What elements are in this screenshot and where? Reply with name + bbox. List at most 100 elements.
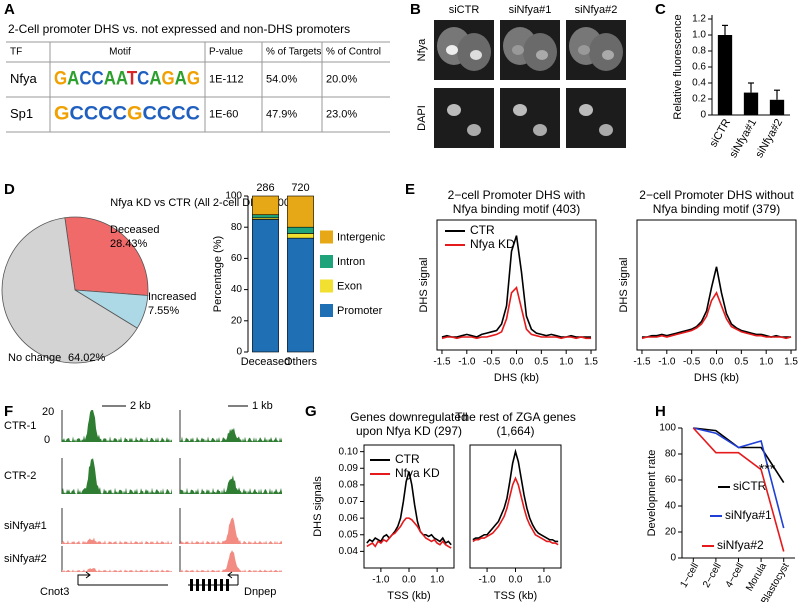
nucleus (602, 50, 614, 60)
track-signal (180, 475, 282, 494)
table-cell: 20.0% (326, 73, 357, 85)
legend-swatch (320, 255, 333, 268)
x-tick-label: 4−cell (724, 561, 747, 589)
plot-frame (469, 444, 562, 569)
x-tick-label: -1.5 (433, 357, 451, 368)
exon (226, 579, 229, 591)
x-tick-label: 2−cell (701, 561, 724, 589)
nucleus (446, 45, 458, 55)
y-tick-label: 60 (665, 475, 677, 486)
legend-label: Promoter (337, 305, 383, 317)
x-tick-label: 1.0 (759, 357, 773, 368)
tss-arrow (77, 571, 91, 585)
nucleus (512, 45, 524, 55)
track-signal (180, 517, 282, 544)
motif-logo: GACCAATCAGAG (54, 69, 200, 90)
slice-label: Deceased (110, 224, 160, 236)
micrograph (434, 88, 494, 148)
legend-swatch (320, 304, 333, 317)
y-tick-label: 0.6 (692, 62, 706, 73)
micrograph (566, 88, 626, 148)
slice-label: Increased (148, 291, 196, 303)
motif-logo: GCCCCGCCCC (54, 104, 200, 125)
exon (208, 579, 211, 591)
series-line (472, 448, 559, 543)
slice-value: 64.02% (68, 352, 106, 364)
table-cell: Sp1 (10, 106, 33, 121)
series-line (472, 476, 559, 546)
y-tick-label: 0.04 (339, 546, 359, 557)
table-cell: 1E-112 (209, 73, 244, 85)
bar-segment (252, 219, 279, 353)
y-tick-label: 40 (665, 501, 677, 512)
legend-label: siCTR (733, 479, 767, 493)
track-signal (180, 550, 282, 572)
series-line (692, 427, 785, 552)
track-signal (62, 537, 172, 544)
table-header: Motif (109, 47, 131, 58)
legend-label: siNfya#1 (725, 508, 772, 522)
x-tick-label: Others (284, 356, 318, 368)
y-tick-label: 0 (700, 110, 706, 121)
y-tick-label: 0.06 (339, 513, 359, 524)
y-tick-label: 0.10 (339, 446, 359, 457)
gene-name: Cnot3 (40, 586, 69, 598)
y-tick-label: 0.07 (339, 496, 359, 507)
series-line (641, 266, 792, 338)
y-tick-label: 20 (231, 315, 243, 326)
x-tick-label: 1.0 (537, 575, 551, 586)
y-axis-label: Development rate (646, 450, 658, 537)
x-tick-label: Deceased (241, 356, 291, 368)
table-header: % of Control (326, 47, 381, 58)
table-cell: 47.9% (266, 108, 297, 120)
nucleus (447, 104, 461, 116)
table-cell: 23.0% (326, 108, 357, 120)
table-header: % of Targets (266, 47, 321, 58)
panel-letter: C (655, 1, 666, 18)
y-tick-label: 1.2 (692, 14, 706, 25)
scale-bar-label: 1 kb (252, 400, 273, 412)
x-axis-label: TSS (kb) (387, 590, 430, 602)
y-tick-label: 0.2 (692, 94, 706, 105)
bar (717, 35, 733, 115)
x-tick-label: -0.5 (683, 357, 701, 368)
table-cell: 1E-60 (209, 108, 238, 120)
nucleus (470, 50, 482, 60)
y-tick-label: 100 (225, 191, 242, 202)
chart-title: (1,664) (496, 424, 534, 438)
y-tick-label: 100 (659, 423, 676, 434)
chart-title: Genes downregulated (350, 410, 467, 424)
nucleus (579, 104, 593, 116)
y-axis-label: Relative fluorescence (672, 14, 684, 119)
y-tick-label: 60 (231, 253, 243, 264)
x-axis-label: DHS (kb) (694, 372, 739, 384)
x-tick-label: -1.0 (458, 357, 476, 368)
chart-title: The rest of ZGA genes (455, 410, 576, 424)
chart-title: Nfya binding motif (379) (653, 202, 780, 216)
track-label: CTR-1 (4, 420, 36, 432)
y-tick-label: 0.08 (339, 480, 359, 491)
series-line (366, 471, 452, 546)
exon (214, 579, 217, 591)
plot-frame (636, 219, 797, 351)
legend-swatch (320, 279, 333, 293)
exon (202, 579, 205, 591)
image-row-label: Nfya (416, 38, 428, 62)
bar-count: 720 (291, 182, 309, 194)
panel-letter: H (655, 403, 666, 420)
x-tick-label: 0.0 (402, 575, 416, 586)
image-column-label: siNfya#1 (509, 4, 552, 16)
y-tick-label: 0 (670, 553, 676, 564)
track-scale: 20 (42, 406, 54, 418)
bar (743, 92, 759, 115)
bar-segment (287, 233, 314, 239)
x-axis-label: DHS (kb) (494, 372, 539, 384)
panel-letter: E (405, 181, 415, 198)
nucleus (599, 124, 613, 136)
image-column-label: siNfya#2 (575, 4, 618, 16)
exon (196, 579, 199, 591)
annotation: *** (759, 461, 776, 477)
track-label: siNfya#1 (4, 520, 47, 532)
